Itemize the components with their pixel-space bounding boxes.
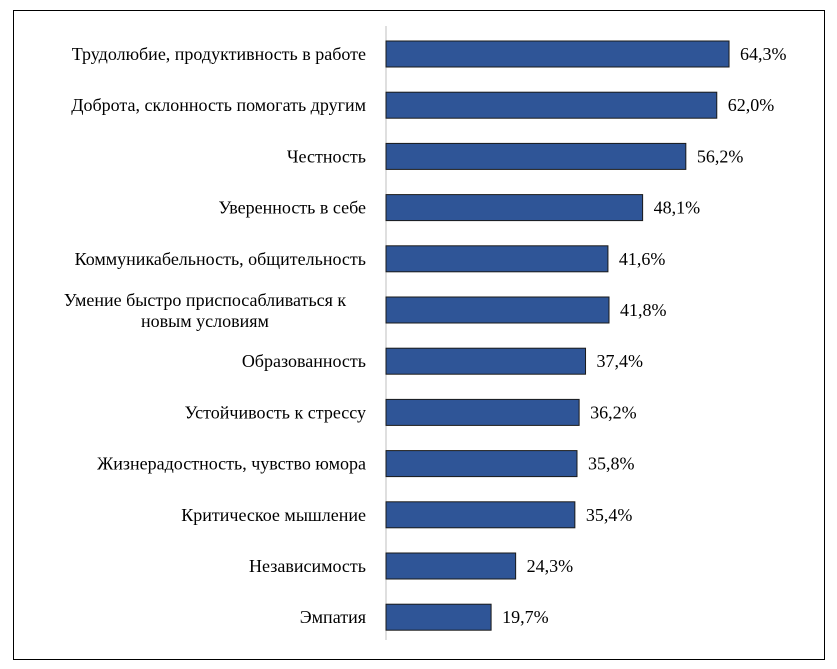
data-label: 48,1% bbox=[654, 198, 701, 218]
category-label: Независимость bbox=[249, 556, 366, 576]
data-label: 41,8% bbox=[620, 300, 667, 320]
data-label: 41,6% bbox=[619, 249, 666, 269]
bar bbox=[385, 347, 587, 375]
category-labels-group: Трудолюбие, продуктивность в работе Добро… bbox=[64, 44, 366, 627]
data-label: 35,4% bbox=[586, 505, 633, 525]
category-label-line: Умение быстро приспосабливаться к bbox=[64, 290, 347, 310]
category-label: Образованность bbox=[242, 351, 366, 371]
category-label: Уверенность в себе bbox=[219, 198, 366, 218]
data-label: 56,2% bbox=[697, 146, 744, 166]
data-label: 37,4% bbox=[597, 351, 644, 371]
bar bbox=[385, 296, 610, 324]
bar bbox=[385, 603, 492, 631]
bar bbox=[385, 501, 576, 529]
value-labels-group: 64,3% 62,0% 56,2% 48,1% 41,6% 41,8% 37,4% 36,2%… bbox=[502, 44, 786, 627]
bar bbox=[385, 552, 517, 580]
category-label: Эмпатия bbox=[300, 607, 366, 627]
category-label: Коммуникабельность, общительность bbox=[75, 249, 366, 269]
data-label: 19,7% bbox=[502, 607, 549, 627]
category-label-line: новым условиям bbox=[141, 311, 269, 331]
bars-group bbox=[385, 40, 730, 631]
data-label: 36,2% bbox=[590, 402, 637, 422]
data-label: 35,8% bbox=[588, 454, 635, 474]
category-label: Критическое мышление bbox=[181, 505, 366, 525]
data-label: 24,3% bbox=[527, 556, 574, 576]
category-label: Доброта, склонность помогать другим bbox=[71, 95, 366, 115]
category-label: Честность bbox=[287, 146, 366, 166]
category-label: Умение быстро приспосабливаться к новым у… bbox=[64, 290, 347, 331]
bar bbox=[385, 194, 644, 222]
data-label: 64,3% bbox=[740, 44, 787, 64]
category-label: Жизнерадостность, чувство юмора bbox=[97, 454, 366, 474]
category-label: Трудолюбие, продуктивность в работе bbox=[72, 44, 366, 64]
category-label: Устойчивость к стрессу bbox=[185, 402, 366, 422]
bar bbox=[385, 40, 730, 68]
bar bbox=[385, 245, 609, 273]
bar bbox=[385, 142, 687, 170]
data-label: 62,0% bbox=[728, 95, 775, 115]
bar bbox=[385, 398, 580, 426]
bar bbox=[385, 91, 718, 119]
bar bbox=[385, 450, 578, 478]
